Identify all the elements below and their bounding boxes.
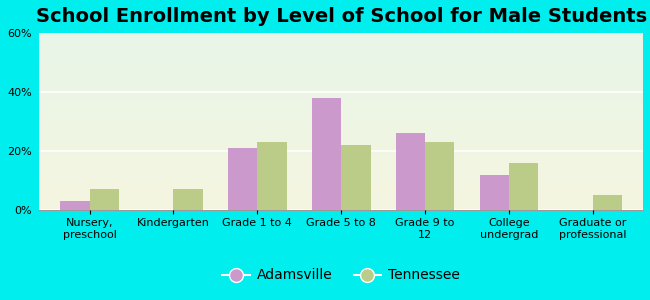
Bar <box>341 145 370 210</box>
Bar <box>228 148 257 210</box>
Bar <box>509 163 538 210</box>
Title: School Enrollment by Level of School for Male Students: School Enrollment by Level of School for… <box>36 7 647 26</box>
Legend: Adamsville, Tennessee: Adamsville, Tennessee <box>216 263 465 288</box>
Bar <box>593 195 622 210</box>
Bar <box>312 98 341 210</box>
Bar <box>60 201 90 210</box>
Bar <box>90 189 119 210</box>
Bar <box>396 133 425 210</box>
Bar <box>480 175 509 210</box>
Bar <box>425 142 454 210</box>
Bar <box>257 142 287 210</box>
Bar <box>174 189 203 210</box>
